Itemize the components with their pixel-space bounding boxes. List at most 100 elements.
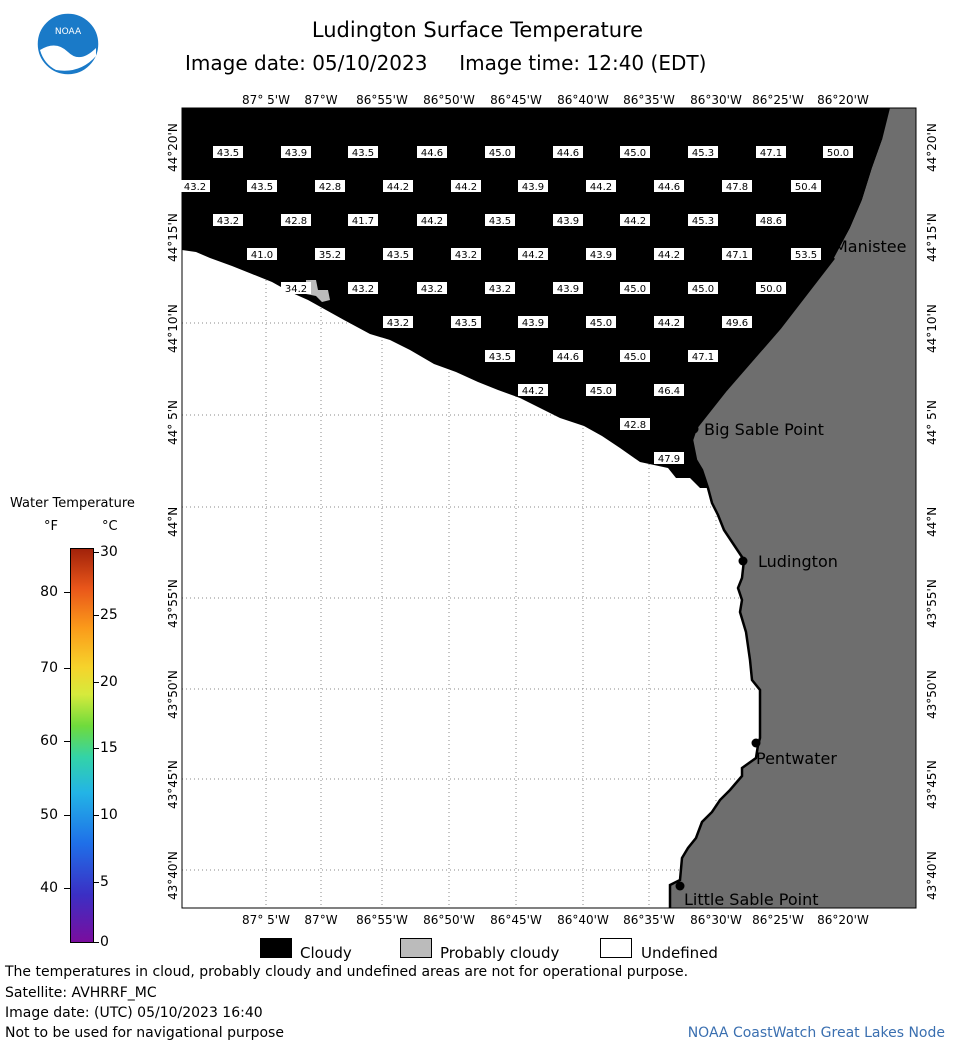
cloudy-area: [182, 108, 890, 488]
temperature-label-box: [553, 282, 583, 294]
navigation-disclaimer: Not to be used for navigational purpose: [5, 1025, 284, 1041]
legend-tick-mark: [64, 815, 70, 816]
temperature-value: 43.5: [217, 148, 239, 159]
temperature-label-box: [620, 146, 650, 158]
temperature-label-box: [654, 316, 684, 328]
city-marker: [831, 226, 841, 236]
cloudy-swatch: [260, 938, 292, 958]
legend-tick-mark: [93, 815, 99, 816]
temperature-value: 44.6: [557, 148, 579, 159]
undefined-label: Undefined: [641, 944, 718, 962]
temperature-label-box: [688, 214, 718, 226]
temperature-value: 44.2: [522, 250, 544, 261]
temperature-value: 47.9: [658, 454, 680, 465]
temperature-label-box: [485, 146, 515, 158]
temperature-value: 50.0: [760, 284, 782, 295]
longitude-label-top: 87°W: [304, 93, 337, 107]
latitude-label-right: 43°40'N: [925, 851, 939, 900]
temperature-label-box: [180, 180, 210, 192]
temperature-value: 43.9: [522, 318, 544, 329]
temperature-value: 43.5: [489, 352, 511, 363]
temperature-value: 43.9: [590, 250, 612, 261]
legend-fahrenheit-tick: 40: [40, 880, 58, 896]
temperature-value: 44.6: [421, 148, 443, 159]
temperature-value: 44.2: [658, 318, 680, 329]
temperature-label-box: [281, 282, 311, 294]
legend-tick-mark: [64, 592, 70, 593]
temperature-value: 44.6: [557, 352, 579, 363]
undefined-swatch: [600, 938, 632, 958]
temperature-label-box: [620, 350, 650, 362]
temperature-label-box: [654, 452, 684, 464]
temperature-label-box: [654, 384, 684, 396]
latitude-label-left: 43°45'N: [166, 760, 180, 809]
probably-cloudy-patch: [306, 280, 330, 302]
temperature-label-box: [348, 214, 378, 226]
latitude-label-left: 44°10'N: [166, 304, 180, 353]
longitude-label-bottom: 86°25'W: [752, 913, 804, 927]
latitude-label-right: 44°N: [925, 507, 939, 537]
legend-celsius-tick: 5: [100, 874, 109, 890]
city-marker: [738, 556, 748, 566]
temperature-label-box: [722, 248, 752, 260]
latitude-label-right: 44°15'N: [925, 213, 939, 262]
temperature-label-box: [553, 146, 583, 158]
latitude-label-right: 43°55'N: [925, 579, 939, 628]
temperature-value: 44.2: [590, 182, 612, 193]
probably-cloudy-swatch: [400, 938, 432, 958]
temperature-value: 45.0: [624, 148, 646, 159]
temperature-label-box: [213, 146, 243, 158]
temperature-label-box: [281, 214, 311, 226]
temperature-value: 45.3: [692, 148, 714, 159]
latitude-label-left: 44°15'N: [166, 213, 180, 262]
latitude-label-left: 43°40'N: [166, 851, 180, 900]
temperature-label-box: [756, 146, 786, 158]
temperature-label-box: [315, 180, 345, 192]
legend-tick-mark: [93, 942, 99, 943]
temperature-label-box: [383, 248, 413, 260]
temperature-value: 44.2: [455, 182, 477, 193]
temperature-label-box: [383, 180, 413, 192]
temperature-label-box: [586, 180, 616, 192]
legend-celsius-tick: 10: [100, 807, 118, 823]
temperature-label-box: [451, 248, 481, 260]
temperature-value: 45.0: [590, 386, 612, 397]
temperature-label-box: [383, 316, 413, 328]
temperature-label-box: [654, 180, 684, 192]
temperature-value: 47.1: [760, 148, 782, 159]
temperature-value: 47.8: [726, 182, 748, 193]
legend-celsius-unit: °C: [102, 519, 118, 534]
longitude-label-bottom: 86°40'W: [557, 913, 609, 927]
temperature-value: 45.0: [624, 352, 646, 363]
legend-fahrenheit-tick: 60: [40, 733, 58, 749]
latitude-label-right: 44°10'N: [925, 304, 939, 353]
temperature-value: 43.9: [557, 216, 579, 227]
temperature-value: 45.0: [692, 284, 714, 295]
temperature-value: 43.2: [421, 284, 443, 295]
temperature-value: 53.5: [795, 250, 817, 261]
temperature-label-box: [791, 180, 821, 192]
satellite-info: Satellite: AVHRRF_MC: [5, 985, 157, 1001]
latitude-label-left: 44° 5'N: [166, 400, 180, 445]
temperature-value: 47.1: [692, 352, 714, 363]
temperature-value: 45.0: [624, 284, 646, 295]
temperature-value: 41.7: [352, 216, 374, 227]
latitude-label-right: 43°45'N: [925, 760, 939, 809]
temperature-label-box: [417, 282, 447, 294]
latitude-label-right: 44°20'N: [925, 123, 939, 172]
probably-cloudy-label: Probably cloudy: [440, 944, 560, 962]
image-datetime: Image date: 05/10/2023 Image time: 12:40…: [185, 51, 707, 75]
temperature-label-box: [348, 282, 378, 294]
temperature-label-box: [417, 146, 447, 158]
temperature-value: 43.5: [455, 318, 477, 329]
legend-celsius-tick: 15: [100, 740, 118, 756]
longitude-label-top: 86°35'W: [623, 93, 675, 107]
temperature-label-box: [553, 350, 583, 362]
temperature-label-box: [213, 214, 243, 226]
legend-fahrenheit-tick: 50: [40, 807, 58, 823]
temperature-label-box: [247, 248, 277, 260]
temperature-label-box: [620, 214, 650, 226]
latitude-label-left: 43°50'N: [166, 670, 180, 719]
temperature-value: 42.8: [319, 182, 341, 193]
temperature-value: 43.9: [557, 284, 579, 295]
